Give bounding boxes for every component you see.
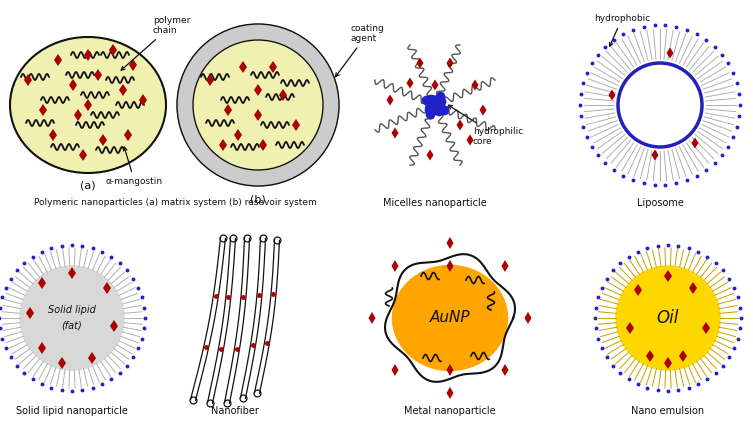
Polygon shape [392, 127, 398, 138]
Polygon shape [74, 109, 82, 121]
Polygon shape [666, 47, 673, 58]
Polygon shape [471, 80, 478, 91]
Polygon shape [664, 357, 672, 369]
Polygon shape [103, 282, 111, 294]
Polygon shape [239, 61, 247, 73]
Text: (b): (b) [250, 194, 266, 204]
Text: hydrophobic: hydrophobic [594, 14, 650, 46]
Text: AuNP: AuNP [430, 310, 471, 325]
Text: hydrophilic
core: hydrophilic core [449, 105, 523, 146]
Polygon shape [129, 59, 137, 71]
Polygon shape [68, 267, 76, 279]
Polygon shape [447, 260, 453, 272]
Polygon shape [392, 364, 398, 376]
Polygon shape [416, 57, 423, 69]
Text: (fat): (fat) [62, 321, 82, 331]
Text: Oil: Oil [657, 309, 679, 327]
Polygon shape [447, 237, 453, 249]
Polygon shape [292, 119, 300, 131]
Ellipse shape [177, 24, 339, 186]
Polygon shape [124, 129, 132, 141]
Polygon shape [79, 149, 87, 161]
Text: Nanofiber: Nanofiber [211, 406, 259, 416]
Polygon shape [447, 57, 453, 69]
Text: α-mangostin: α-mangostin [106, 147, 163, 186]
Polygon shape [109, 44, 117, 56]
Polygon shape [24, 74, 32, 86]
Polygon shape [501, 364, 508, 376]
Polygon shape [467, 134, 474, 145]
Polygon shape [368, 312, 376, 324]
Polygon shape [206, 74, 214, 86]
Polygon shape [626, 322, 634, 334]
Ellipse shape [392, 266, 508, 370]
Polygon shape [702, 322, 710, 334]
Polygon shape [119, 84, 127, 96]
Polygon shape [110, 320, 118, 332]
Text: Nano emulsion: Nano emulsion [632, 406, 705, 416]
Text: Metal nanoparticle: Metal nanoparticle [404, 406, 495, 416]
Polygon shape [501, 260, 508, 272]
Polygon shape [431, 80, 438, 91]
Polygon shape [426, 149, 434, 160]
Text: Liposome: Liposome [636, 198, 684, 208]
Polygon shape [94, 69, 102, 81]
Text: Solid lipid: Solid lipid [48, 305, 96, 315]
Polygon shape [259, 139, 267, 151]
Ellipse shape [10, 37, 166, 173]
Polygon shape [679, 350, 687, 362]
Circle shape [616, 266, 720, 370]
Polygon shape [407, 77, 413, 88]
Polygon shape [392, 260, 398, 272]
Polygon shape [689, 282, 697, 294]
Polygon shape [634, 284, 642, 296]
Text: Solid lipid nanoparticle: Solid lipid nanoparticle [16, 406, 128, 416]
Polygon shape [646, 350, 654, 362]
Polygon shape [69, 79, 77, 91]
Polygon shape [84, 99, 92, 111]
Ellipse shape [193, 40, 323, 170]
Polygon shape [38, 277, 46, 289]
Polygon shape [88, 352, 96, 364]
Polygon shape [456, 119, 464, 130]
Polygon shape [386, 95, 394, 106]
Polygon shape [608, 89, 615, 100]
Polygon shape [224, 104, 232, 116]
Polygon shape [269, 61, 277, 73]
Polygon shape [279, 89, 287, 101]
Polygon shape [254, 84, 262, 96]
Text: polymer
chain: polymer chain [121, 15, 191, 70]
Polygon shape [139, 94, 147, 106]
Text: Micelles nanoparticle: Micelles nanoparticle [383, 198, 487, 208]
Polygon shape [525, 312, 532, 324]
Polygon shape [447, 387, 453, 399]
Polygon shape [480, 104, 486, 115]
Polygon shape [691, 137, 699, 149]
Polygon shape [49, 129, 57, 141]
Polygon shape [54, 54, 62, 66]
Polygon shape [254, 109, 262, 121]
Polygon shape [99, 134, 107, 146]
Polygon shape [219, 139, 227, 151]
Polygon shape [38, 342, 46, 354]
Polygon shape [651, 149, 659, 160]
Polygon shape [664, 270, 672, 282]
Polygon shape [39, 104, 47, 116]
Polygon shape [447, 364, 453, 376]
Polygon shape [234, 129, 242, 141]
Polygon shape [58, 357, 66, 369]
Text: coating
agent: coating agent [336, 23, 385, 76]
Polygon shape [26, 307, 34, 319]
Text: (a): (a) [80, 181, 96, 191]
Circle shape [20, 266, 124, 370]
Text: Polymeric nanoparticles (a) matrix system (b) resevoir system: Polymeric nanoparticles (a) matrix syste… [34, 198, 316, 207]
Polygon shape [84, 49, 92, 61]
